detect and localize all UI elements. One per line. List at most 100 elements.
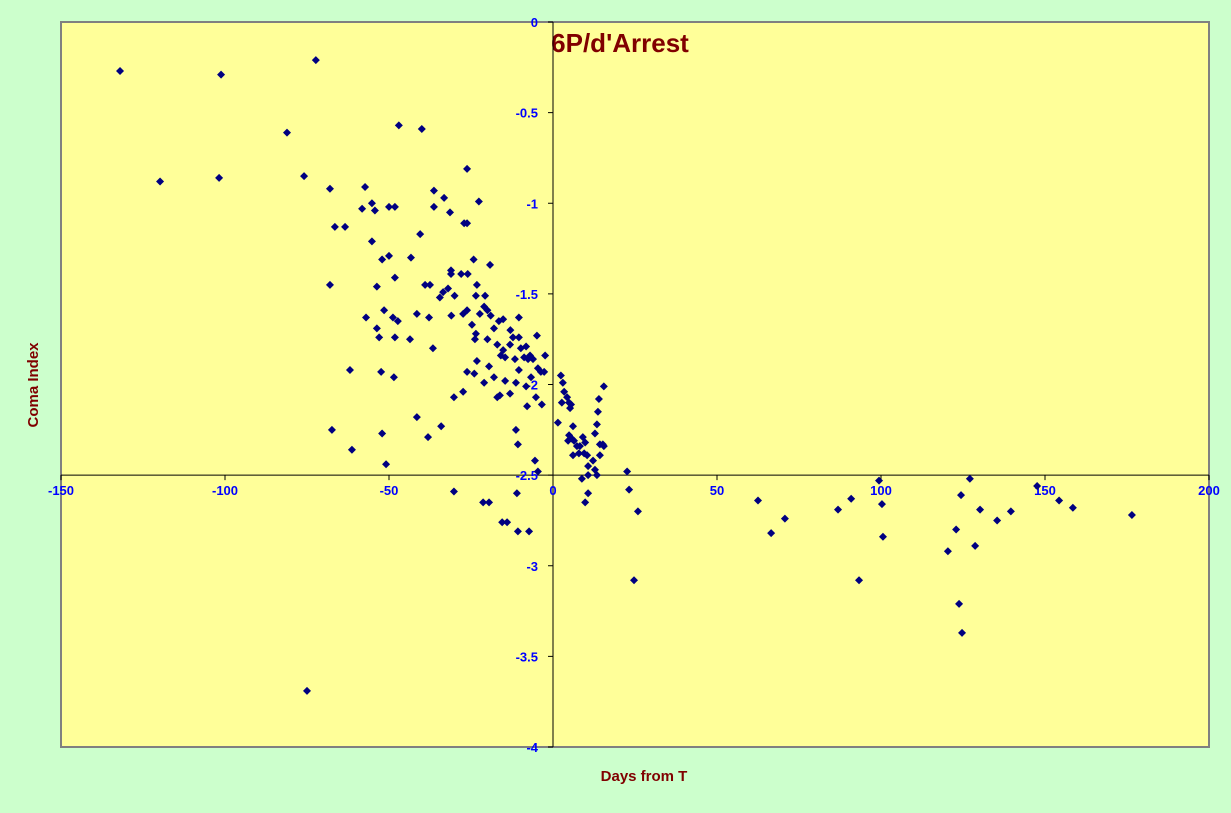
x-tick-label: -150	[48, 483, 74, 498]
point	[459, 387, 468, 396]
point	[503, 518, 512, 527]
point	[405, 335, 414, 344]
point	[506, 340, 515, 349]
point	[389, 373, 398, 382]
point	[501, 353, 510, 362]
point	[282, 128, 291, 137]
point	[633, 507, 642, 516]
point	[435, 293, 444, 302]
point	[584, 462, 593, 471]
point	[449, 393, 458, 402]
point	[1127, 511, 1136, 519]
point	[493, 340, 502, 349]
point	[463, 219, 472, 228]
point	[780, 514, 789, 523]
point	[485, 498, 494, 507]
point	[385, 202, 393, 211]
point	[506, 326, 515, 335]
point	[569, 422, 578, 431]
point	[472, 280, 481, 289]
point	[345, 366, 354, 374]
point	[955, 599, 964, 608]
point	[439, 288, 448, 297]
point	[217, 70, 226, 79]
point	[499, 315, 508, 324]
point	[362, 313, 371, 322]
point	[553, 418, 562, 427]
point	[311, 56, 320, 65]
point	[847, 494, 856, 503]
point	[514, 313, 523, 322]
point	[412, 413, 421, 422]
point	[584, 471, 593, 480]
point	[471, 329, 480, 338]
point	[516, 344, 525, 353]
point	[156, 177, 165, 186]
point	[592, 420, 601, 429]
y-tick-label: -3	[526, 559, 538, 574]
point	[569, 451, 578, 460]
point	[533, 467, 542, 476]
point	[834, 505, 843, 514]
point	[514, 366, 523, 374]
point	[325, 184, 334, 193]
point	[471, 291, 480, 300]
point	[470, 335, 479, 344]
point	[556, 371, 565, 380]
point	[574, 449, 583, 458]
point	[630, 576, 639, 585]
point	[581, 438, 590, 447]
point	[508, 333, 517, 342]
plot-area	[60, 21, 1210, 748]
point	[590, 429, 599, 438]
point	[1055, 496, 1064, 505]
point	[375, 333, 384, 342]
point	[388, 313, 397, 322]
point	[599, 382, 608, 391]
y-tick-label: -0.5	[516, 106, 538, 121]
point	[429, 202, 438, 211]
point	[592, 471, 601, 480]
point	[463, 164, 472, 173]
x-tick-label: -50	[380, 483, 399, 498]
point	[390, 202, 399, 211]
point	[347, 445, 356, 454]
point	[575, 442, 584, 451]
point	[483, 335, 492, 344]
point	[522, 382, 531, 391]
point	[486, 311, 495, 320]
point	[525, 527, 534, 536]
point	[540, 367, 549, 376]
point	[531, 393, 540, 402]
point	[472, 356, 481, 365]
point	[958, 628, 967, 637]
point	[380, 306, 389, 315]
point	[527, 373, 536, 382]
point	[446, 269, 455, 278]
point	[754, 496, 762, 505]
point	[767, 529, 776, 538]
chart-title: 6P/d'Arrest	[551, 28, 689, 58]
point	[457, 269, 466, 278]
point	[495, 391, 504, 400]
point	[595, 451, 604, 460]
point	[447, 311, 456, 320]
point	[489, 373, 498, 382]
point	[577, 474, 586, 483]
point	[512, 489, 521, 498]
point	[593, 407, 602, 416]
point	[513, 527, 522, 536]
point	[367, 237, 376, 246]
point	[511, 425, 520, 434]
point	[421, 280, 430, 289]
point	[463, 367, 472, 376]
point	[300, 172, 309, 181]
point	[877, 500, 886, 509]
point	[537, 400, 546, 409]
point	[523, 402, 532, 411]
point	[367, 199, 376, 208]
point	[528, 355, 537, 364]
point	[440, 193, 449, 202]
point	[965, 474, 974, 483]
